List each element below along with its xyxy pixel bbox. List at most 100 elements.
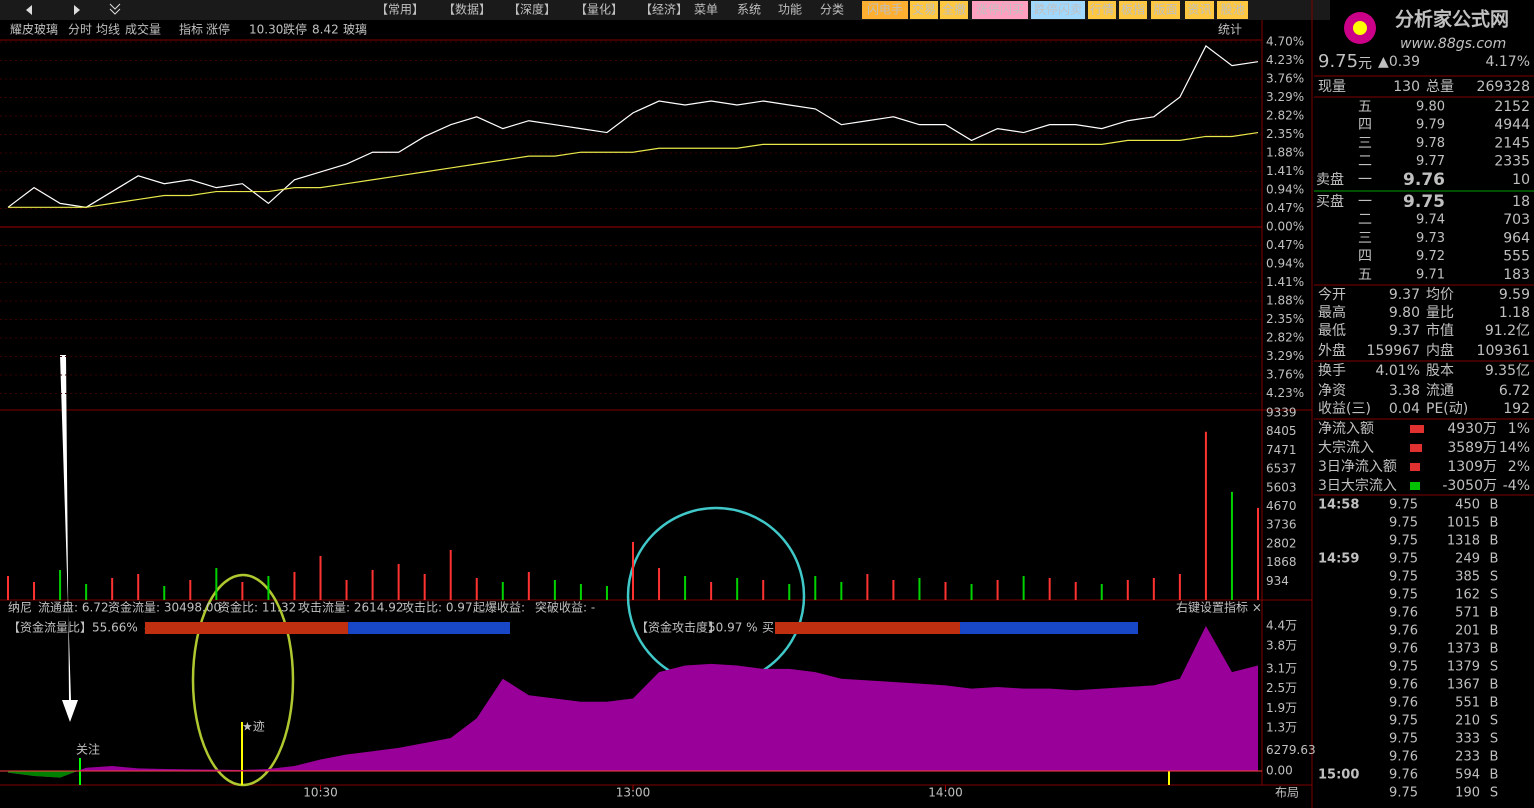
trade-volume: 385 [1455, 570, 1480, 585]
y-tick-label: 3.76% [1266, 368, 1304, 382]
panel-text: 1309万 [1447, 459, 1497, 475]
book-price: 9.72 [1416, 249, 1445, 264]
toolbar-button[interactable] [972, 1, 1028, 19]
chart-tab[interactable]: 分时 [68, 23, 92, 37]
menu-item[interactable]: 【常用】 [376, 3, 424, 17]
book-price: 9.80 [1416, 100, 1445, 115]
toolbar-button[interactable] [862, 1, 908, 19]
panel-text: 二 [1358, 154, 1372, 170]
price-line [8, 131, 1259, 208]
panel-text: 3日净流入额 [1318, 459, 1397, 475]
indicator-field: 流通盘: 6.72 [38, 600, 109, 615]
trade-side: S [1490, 732, 1498, 747]
y-tick-label: 6279.63 [1266, 743, 1316, 757]
chart-tab[interactable]: 指标 [179, 22, 203, 37]
logo: 分析家公式网 www.88gs.com [1344, 8, 1509, 52]
panel-text: 总量 [1426, 79, 1454, 95]
y-tick-label: 4.70% [1266, 35, 1304, 49]
trade-volume: 249 [1455, 552, 1480, 567]
chart-tab[interactable]: 成交量 [125, 22, 161, 37]
toolbar-label[interactable]: 股池 [1220, 3, 1244, 17]
toolbar-label[interactable]: 全撤 [942, 2, 966, 17]
trade-price: 9.76 [1389, 606, 1418, 621]
toolbar-button[interactable] [910, 1, 938, 19]
toolbar-label[interactable]: 交易 [912, 2, 936, 17]
layout-button[interactable]: 布局 [1275, 786, 1299, 800]
toolbar-button[interactable] [940, 1, 968, 19]
signal-mark: ★迹 [242, 720, 265, 734]
panel-text: 四 [1358, 249, 1372, 265]
toolbar-button[interactable] [1151, 1, 1180, 19]
indicator-field: 资金比: 11.32 [218, 600, 296, 615]
trade-price: 9.75 [1389, 498, 1418, 513]
trade-price: 9.75 [1389, 588, 1418, 603]
panel-text: 9.37 [1389, 323, 1420, 339]
panel-text: 大宗流入 [1318, 440, 1374, 456]
toolbar-label[interactable]: 行情 [1090, 3, 1114, 17]
nav-more[interactable] [109, 3, 121, 15]
panel-text: 三 [1358, 135, 1372, 151]
trade-price: 9.75 [1389, 732, 1418, 747]
trade-price: 9.75 [1389, 534, 1418, 549]
menu-item[interactable]: 菜单 [694, 3, 718, 17]
toolbar-button[interactable] [1217, 1, 1248, 19]
gauge-sell [960, 622, 1138, 634]
panel-text: 净资 [1318, 383, 1346, 399]
panel-text: 91.2亿 [1485, 323, 1530, 339]
trade-volume: 201 [1455, 624, 1480, 639]
toolbar-button[interactable] [1185, 1, 1214, 19]
book-price: 9.78 [1416, 136, 1445, 151]
toolbar-label[interactable]: 涨停闪买 [976, 2, 1024, 17]
toolbar-label[interactable]: 板指 [1121, 2, 1145, 17]
trade-volume: 1015 [1447, 516, 1480, 531]
toolbar-label[interactable]: 版面 [1153, 3, 1177, 17]
nav-forward[interactable] [74, 5, 80, 15]
panel-text: 一 [1358, 172, 1372, 188]
trade-side: B [1490, 768, 1499, 783]
nav-back[interactable] [26, 5, 32, 15]
trade-volume: 594 [1455, 768, 1480, 783]
stock-name: 耀皮玻璃 [10, 23, 58, 37]
menu-item[interactable]: 【数据】 [443, 2, 491, 17]
toolbar-label[interactable]: 闪电手 [867, 3, 903, 17]
menu-item[interactable]: 分类 [820, 3, 844, 17]
nav-buttons[interactable] [26, 3, 121, 15]
panel-text: 3589万 [1447, 440, 1497, 456]
menu-item[interactable]: 功能 [778, 3, 802, 17]
price-line [7, 45, 1259, 208]
y-tick-label: 1.3万 [1266, 721, 1297, 735]
menu-item[interactable]: 【深度】 [508, 2, 556, 17]
trade-side: B [1490, 642, 1499, 657]
book-price: 9.71 [1416, 267, 1445, 282]
trade-time: 14:58 [1318, 498, 1359, 513]
panel-text: 4944 [1494, 117, 1530, 133]
toolbar-button[interactable] [1031, 1, 1085, 19]
signal-mark: 关注 [76, 742, 100, 757]
toolbar-label[interactable]: 跌停闪卖 [1034, 2, 1082, 17]
menu-item[interactable]: 【量化】 [575, 3, 623, 17]
menu-item[interactable]: 【经济】 [640, 2, 688, 17]
panel-text: 量比 [1426, 305, 1454, 321]
stats-button[interactable]: 统计 [1218, 23, 1242, 37]
toolbar-button[interactable] [1119, 1, 1147, 19]
panel-text: 换手 [1318, 362, 1346, 379]
gauge-buy [775, 622, 961, 634]
trade-side: B [1490, 516, 1499, 531]
y-tick-label: 1.88% [1266, 146, 1304, 160]
chart-tab[interactable]: 均线 [96, 23, 120, 37]
indicator-settings[interactable]: 右键设置指标 × [1176, 600, 1262, 615]
y-tick-label: 4.23% [1266, 386, 1304, 400]
panel-text: 555 [1503, 249, 1530, 265]
trade-price: 9.76 [1389, 696, 1418, 711]
panel-text: 卖盘 [1316, 171, 1344, 188]
menu-item[interactable]: 系统 [737, 3, 761, 17]
toolbar-button[interactable] [1088, 1, 1116, 19]
toolbar-label[interactable]: 资讯 [1187, 3, 1211, 17]
flow-bar [1410, 444, 1422, 452]
logo-url: www.88gs.com [1400, 36, 1506, 52]
y-tick-label: 1.88% [1266, 294, 1304, 308]
indicator-field: 攻击比: 0.97 [402, 601, 473, 615]
trade-price: 9.76 [1389, 678, 1418, 693]
price-unit: 元 [1358, 56, 1372, 72]
